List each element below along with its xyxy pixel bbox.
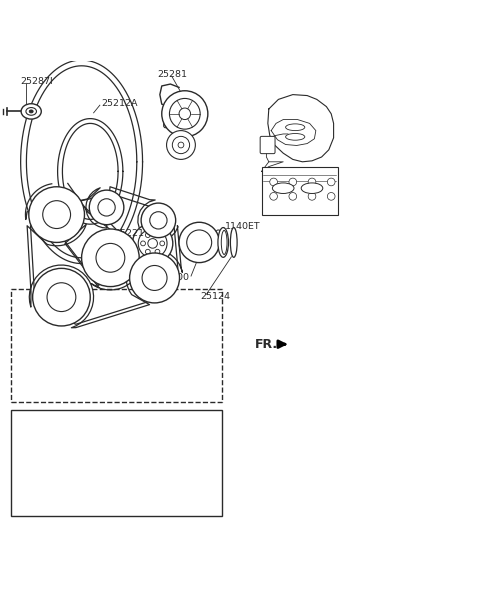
Text: 25100: 25100 xyxy=(159,273,190,282)
Text: IP: IP xyxy=(102,202,111,213)
Circle shape xyxy=(270,193,277,200)
Circle shape xyxy=(169,99,200,129)
Text: 25124: 25124 xyxy=(201,292,230,301)
Bar xyxy=(11,411,222,516)
Circle shape xyxy=(289,178,297,186)
Bar xyxy=(262,167,338,214)
Circle shape xyxy=(82,229,139,287)
Circle shape xyxy=(160,241,165,246)
Text: AC: AC xyxy=(54,292,69,302)
Circle shape xyxy=(98,199,115,216)
Circle shape xyxy=(33,268,90,326)
Circle shape xyxy=(327,178,335,186)
Circle shape xyxy=(130,255,132,258)
Text: AC: AC xyxy=(16,432,31,442)
Circle shape xyxy=(145,233,150,237)
Circle shape xyxy=(29,187,84,243)
Circle shape xyxy=(308,193,316,200)
Text: AN: AN xyxy=(16,414,32,424)
Text: 1140ET: 1140ET xyxy=(225,222,260,231)
Circle shape xyxy=(130,253,180,303)
Circle shape xyxy=(216,230,221,235)
Ellipse shape xyxy=(286,134,305,140)
Ellipse shape xyxy=(286,124,305,131)
Text: 25212A: 25212A xyxy=(101,99,137,108)
Text: TP: TP xyxy=(17,467,31,477)
Circle shape xyxy=(178,142,184,148)
Circle shape xyxy=(141,241,145,246)
Ellipse shape xyxy=(230,228,237,257)
Circle shape xyxy=(270,178,277,186)
Text: 25287I: 25287I xyxy=(20,76,53,85)
Circle shape xyxy=(308,178,316,186)
Circle shape xyxy=(155,249,160,254)
Text: WP: WP xyxy=(15,485,33,495)
FancyBboxPatch shape xyxy=(164,105,196,128)
Circle shape xyxy=(179,108,191,120)
Circle shape xyxy=(167,131,195,160)
Text: AN: AN xyxy=(49,209,64,220)
Circle shape xyxy=(155,233,160,237)
Ellipse shape xyxy=(218,228,228,257)
Text: ALTERNATOR: ALTERNATOR xyxy=(43,414,106,424)
Text: CS: CS xyxy=(147,273,162,283)
Circle shape xyxy=(128,253,134,259)
FancyBboxPatch shape xyxy=(260,137,275,154)
Text: AIR CON COMPRESSOR: AIR CON COMPRESSOR xyxy=(43,432,156,442)
Circle shape xyxy=(145,249,150,254)
Circle shape xyxy=(172,137,190,154)
Circle shape xyxy=(47,283,76,312)
Circle shape xyxy=(289,193,297,200)
Circle shape xyxy=(142,265,167,290)
Ellipse shape xyxy=(221,231,227,255)
Circle shape xyxy=(96,243,125,272)
Text: IP: IP xyxy=(18,450,29,459)
Text: 25281: 25281 xyxy=(157,70,187,79)
Text: 25221: 25221 xyxy=(114,229,144,238)
Circle shape xyxy=(138,229,167,258)
Text: CS: CS xyxy=(16,502,31,512)
Circle shape xyxy=(148,238,157,248)
Circle shape xyxy=(162,91,208,137)
Circle shape xyxy=(150,212,167,229)
Circle shape xyxy=(89,190,124,225)
Ellipse shape xyxy=(29,110,33,113)
Ellipse shape xyxy=(21,104,41,119)
Circle shape xyxy=(327,193,335,200)
Text: 1123GG: 1123GG xyxy=(83,256,121,265)
Bar xyxy=(11,289,222,402)
Ellipse shape xyxy=(272,183,294,193)
Text: CRANKSHAFT: CRANKSHAFT xyxy=(43,502,108,512)
Circle shape xyxy=(187,230,212,255)
Text: IDLER PULLEY: IDLER PULLEY xyxy=(43,450,111,459)
Text: TENSIONER PULLEY: TENSIONER PULLEY xyxy=(43,467,138,477)
Text: WATER PUMP: WATER PUMP xyxy=(43,485,108,495)
Ellipse shape xyxy=(301,183,323,193)
Circle shape xyxy=(179,222,219,262)
Circle shape xyxy=(141,203,176,238)
Ellipse shape xyxy=(26,108,36,115)
Circle shape xyxy=(132,223,173,264)
Text: WP: WP xyxy=(102,253,119,263)
Text: FR.: FR. xyxy=(254,338,277,351)
Circle shape xyxy=(43,200,71,229)
Text: TP: TP xyxy=(152,216,165,225)
